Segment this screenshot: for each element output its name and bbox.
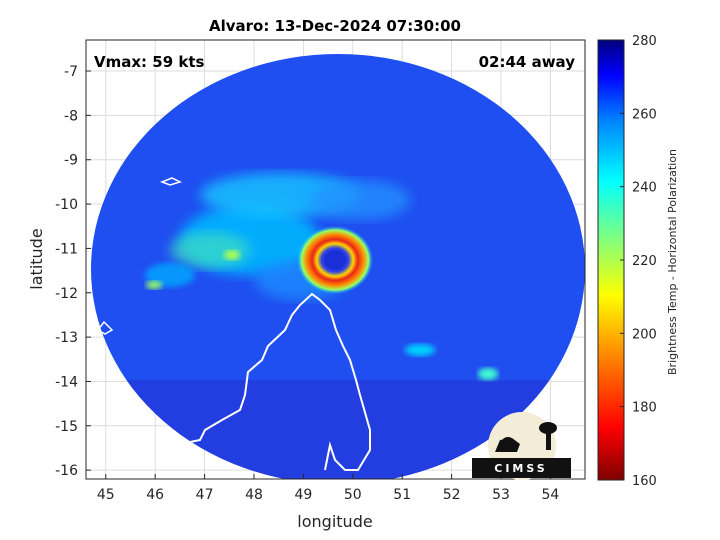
- x-axis: 45 46 47 48 49 50 51 52 53 54: [97, 474, 560, 503]
- x-axis-label: longitude: [297, 512, 372, 531]
- x-tick-label: 53: [492, 487, 510, 503]
- x-tick-label: 50: [344, 487, 362, 503]
- colorbar-label: Brightness Temp - Horizontal Polarizatio…: [666, 149, 679, 375]
- chart-title: Alvaro: 13-Dec-2024 07:30:00: [209, 17, 461, 35]
- plot-frame: [85, 39, 586, 480]
- y-tick-label: -10: [55, 197, 78, 213]
- vmax-annotation: Vmax: 59 kts: [94, 53, 204, 71]
- y-axis: -7 -8 -9 -10 -11 -12 -13 -14 -15 -16: [55, 64, 91, 479]
- colorbar-tick-label: 200: [632, 327, 657, 342]
- colorbar-tick-label: 280: [632, 34, 657, 49]
- colorbar-ticks: 280 260 240 220 200 180 160: [620, 34, 657, 489]
- y-tick-label: -11: [55, 241, 78, 257]
- y-tick-label: -12: [55, 286, 78, 302]
- y-tick-label: -9: [64, 153, 78, 169]
- colorbar-tick-label: 220: [632, 254, 657, 269]
- y-tick-label: -15: [55, 419, 78, 435]
- colorbar: [597, 39, 625, 481]
- x-tick-label: 52: [443, 487, 461, 503]
- cimss-logo: CIMSS: [472, 412, 571, 480]
- time-away-annotation: 02:44 away: [479, 53, 576, 71]
- x-tick-label: 54: [542, 487, 560, 503]
- x-tick-label: 47: [196, 487, 214, 503]
- y-tick-label: -8: [64, 108, 78, 124]
- x-tick-label: 45: [97, 487, 115, 503]
- y-tick-label: -7: [64, 64, 78, 80]
- y-axis-label: latitude: [27, 228, 46, 289]
- x-tick-label: 46: [146, 487, 164, 503]
- colorbar-tick-label: 260: [632, 107, 657, 122]
- y-tick-label: -13: [55, 330, 78, 346]
- x-tick-label: 51: [393, 487, 411, 503]
- colorbar-tick-label: 180: [632, 401, 657, 416]
- y-tick-label: -16: [55, 463, 78, 479]
- colorbar-tick-label: 240: [632, 181, 657, 196]
- logo-text: CIMSS: [494, 462, 547, 475]
- x-tick-label: 48: [245, 487, 263, 503]
- y-tick-label: -14: [55, 374, 78, 390]
- x-tick-label: 49: [294, 487, 312, 503]
- colorbar-tick-label: 160: [632, 474, 657, 489]
